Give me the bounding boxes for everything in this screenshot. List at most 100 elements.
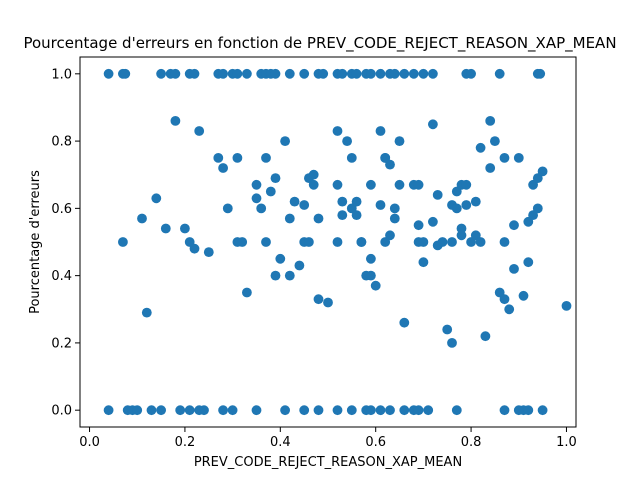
data-point bbox=[222, 203, 233, 214]
data-point bbox=[504, 304, 515, 315]
data-point bbox=[318, 68, 329, 79]
y-tick-label: 0.8 bbox=[51, 135, 72, 150]
data-point bbox=[213, 153, 224, 163]
data-point bbox=[261, 153, 271, 163]
chart-title: Pourcentage d'erreurs en fonction de PRE… bbox=[23, 34, 616, 53]
y-tick-label: 0.4 bbox=[51, 269, 72, 284]
data-point bbox=[413, 220, 424, 231]
data-point bbox=[442, 324, 453, 335]
data-point bbox=[280, 136, 290, 147]
data-point bbox=[513, 153, 524, 163]
data-point bbox=[561, 301, 572, 311]
data-point bbox=[399, 68, 410, 79]
data-point bbox=[413, 179, 424, 190]
data-point bbox=[170, 68, 181, 79]
data-point bbox=[461, 179, 472, 190]
data-point bbox=[270, 68, 281, 79]
data-point bbox=[304, 237, 314, 247]
data-point bbox=[218, 163, 229, 173]
data-point bbox=[242, 287, 252, 298]
data-point bbox=[466, 68, 476, 79]
data-point bbox=[351, 210, 362, 221]
x-tick-label: 0.6 bbox=[365, 435, 386, 450]
data-point bbox=[356, 237, 367, 247]
data-point bbox=[370, 280, 381, 291]
data-point bbox=[499, 153, 510, 163]
data-point bbox=[218, 405, 229, 416]
data-point bbox=[535, 68, 546, 79]
data-point bbox=[184, 405, 195, 416]
data-point bbox=[103, 68, 114, 79]
data-point bbox=[346, 405, 357, 416]
data-point bbox=[537, 405, 548, 416]
data-point bbox=[437, 237, 448, 247]
x-tick-label: 0.0 bbox=[79, 435, 100, 450]
data-point bbox=[351, 196, 362, 207]
data-point bbox=[418, 257, 429, 268]
data-point bbox=[366, 253, 376, 264]
data-points bbox=[103, 68, 572, 416]
data-point bbox=[323, 297, 333, 308]
data-point bbox=[490, 136, 500, 147]
data-point bbox=[447, 237, 457, 247]
data-point bbox=[175, 405, 186, 416]
data-point bbox=[461, 200, 472, 210]
data-point bbox=[366, 405, 376, 416]
data-point bbox=[284, 68, 295, 79]
data-point bbox=[313, 405, 324, 416]
data-point bbox=[299, 405, 310, 416]
data-point bbox=[261, 237, 271, 247]
data-point bbox=[156, 405, 167, 416]
data-point bbox=[366, 68, 376, 79]
y-tick-label: 0.2 bbox=[51, 336, 72, 351]
data-point bbox=[227, 405, 238, 416]
data-point bbox=[146, 405, 157, 416]
y-tick-label: 0.0 bbox=[51, 404, 72, 419]
y-tick-label: 1.0 bbox=[51, 67, 72, 82]
data-point bbox=[270, 270, 281, 281]
x-tick-label: 1.0 bbox=[556, 435, 577, 450]
data-point bbox=[480, 331, 491, 342]
data-point bbox=[456, 230, 467, 241]
data-point bbox=[494, 68, 505, 79]
data-point bbox=[120, 68, 131, 79]
data-point bbox=[313, 213, 324, 224]
data-point bbox=[346, 153, 357, 163]
data-point bbox=[237, 237, 248, 247]
data-point bbox=[337, 68, 348, 79]
data-point bbox=[394, 136, 405, 147]
data-point bbox=[232, 153, 243, 163]
data-point bbox=[299, 68, 310, 79]
data-point bbox=[428, 119, 438, 130]
data-point bbox=[432, 190, 443, 200]
y-axis-ticks: 0.0 0.2 0.4 0.6 0.8 1.0 bbox=[51, 67, 80, 419]
data-point bbox=[337, 210, 348, 221]
data-point bbox=[160, 223, 171, 234]
data-point bbox=[399, 405, 410, 416]
data-point bbox=[332, 179, 343, 190]
data-point bbox=[451, 405, 462, 416]
data-point bbox=[242, 68, 252, 79]
data-point bbox=[275, 253, 286, 264]
data-point bbox=[451, 203, 462, 214]
data-point bbox=[413, 405, 424, 416]
data-point bbox=[342, 136, 352, 147]
data-point bbox=[132, 405, 143, 416]
data-point bbox=[389, 68, 400, 79]
data-point bbox=[532, 203, 543, 214]
data-point bbox=[523, 405, 534, 416]
plot-frame bbox=[79, 56, 577, 428]
data-point bbox=[180, 223, 190, 234]
data-point bbox=[428, 216, 438, 227]
data-point bbox=[470, 196, 481, 207]
data-point bbox=[499, 237, 510, 247]
data-point bbox=[389, 203, 400, 214]
data-point bbox=[332, 237, 343, 247]
data-point bbox=[399, 317, 410, 328]
data-point bbox=[418, 68, 429, 79]
data-point bbox=[251, 193, 262, 204]
data-point bbox=[475, 142, 486, 153]
data-point bbox=[189, 243, 200, 254]
data-point bbox=[423, 405, 434, 416]
